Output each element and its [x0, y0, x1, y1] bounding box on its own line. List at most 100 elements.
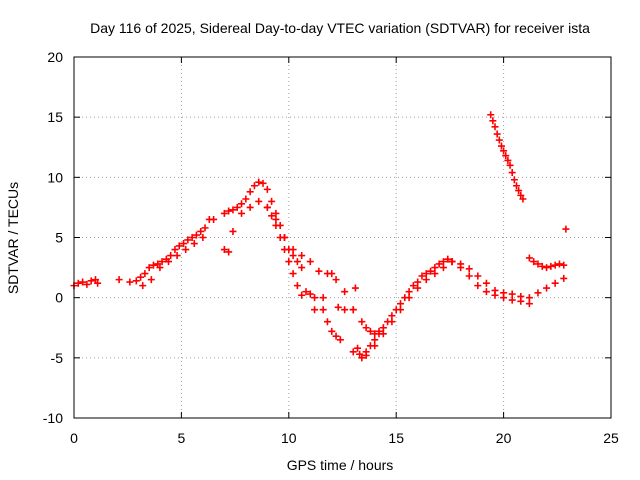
- data-point: [510, 176, 518, 184]
- y-tick-label: 0: [55, 290, 63, 306]
- data-point: [418, 272, 426, 280]
- data-point: [311, 294, 319, 302]
- data-point: [94, 279, 102, 287]
- ticks-layer: 0 5 10 15 20 25 -10 -5 0 5 10 15 20: [43, 49, 619, 446]
- data-point: [233, 203, 241, 211]
- data-point: [332, 332, 340, 340]
- data-point: [259, 179, 267, 187]
- data-point: [334, 303, 342, 311]
- data-point: [289, 270, 297, 278]
- x-axis-label: GPS time / hours: [287, 457, 394, 473]
- data-point: [508, 169, 516, 177]
- data-point: [289, 252, 297, 260]
- series-late-branch-b: [448, 258, 568, 302]
- data-point: [448, 258, 456, 266]
- data-point: [182, 246, 190, 254]
- data-point: [238, 209, 246, 217]
- data-point: [349, 306, 357, 314]
- data-point: [519, 195, 527, 203]
- data-point: [132, 277, 140, 285]
- data-point: [405, 294, 413, 302]
- data-point: [465, 265, 473, 273]
- data-point: [525, 254, 533, 262]
- data-point: [396, 306, 404, 314]
- data-point: [482, 279, 490, 287]
- points-layer: [70, 111, 570, 362]
- data-point: [341, 288, 349, 296]
- data-point: [83, 280, 91, 288]
- data-point: [115, 276, 123, 284]
- data-point: [250, 182, 258, 190]
- data-point: [205, 215, 213, 223]
- data-point: [379, 330, 387, 338]
- series-isolated: [205, 215, 364, 358]
- data-point: [220, 209, 228, 217]
- data-point: [319, 306, 327, 314]
- data-point: [199, 234, 207, 241]
- data-point: [371, 342, 379, 350]
- data-point: [242, 195, 250, 203]
- data-point: [405, 288, 413, 296]
- data-point: [180, 240, 188, 248]
- data-point: [508, 296, 516, 304]
- data-point: [543, 284, 551, 292]
- data-point: [465, 272, 473, 280]
- data-point: [379, 324, 387, 332]
- data-point: [474, 282, 482, 290]
- data-point: [555, 260, 563, 268]
- data-point: [534, 260, 542, 268]
- data-point: [474, 272, 482, 280]
- data-point: [141, 270, 149, 278]
- data-point: [431, 264, 439, 272]
- x-tick-label: 20: [496, 430, 512, 446]
- data-point: [332, 276, 340, 284]
- data-point: [349, 348, 357, 356]
- data-point: [293, 282, 301, 290]
- data-point: [229, 206, 237, 214]
- data-point: [272, 215, 280, 223]
- data-point: [414, 278, 422, 286]
- data-point: [272, 221, 280, 229]
- data-point: [229, 227, 237, 235]
- data-point: [298, 264, 306, 272]
- data-point: [272, 209, 280, 217]
- data-point: [91, 276, 99, 284]
- data-point: [491, 286, 499, 294]
- data-point: [422, 270, 430, 278]
- data-point: [263, 185, 271, 193]
- data-point: [500, 147, 508, 155]
- data-point: [171, 246, 179, 254]
- y-tick-label: 20: [47, 49, 63, 65]
- grid-layer: [74, 57, 611, 418]
- data-point: [508, 290, 516, 298]
- y-tick-label: 15: [47, 109, 63, 125]
- data-point: [246, 203, 254, 211]
- data-point: [298, 252, 306, 260]
- data-point: [139, 282, 147, 290]
- data-point: [362, 351, 370, 359]
- data-point: [302, 288, 310, 296]
- data-point: [201, 224, 209, 232]
- data-point: [547, 262, 555, 270]
- x-tick-label: 15: [388, 430, 404, 446]
- x-tick-label: 25: [603, 430, 619, 446]
- data-point: [311, 306, 319, 314]
- data-point: [197, 227, 205, 235]
- data-point: [328, 270, 336, 278]
- data-point: [319, 294, 327, 302]
- data-point: [192, 231, 200, 239]
- data-point: [158, 258, 166, 266]
- data-point: [487, 111, 495, 119]
- data-point: [167, 252, 175, 260]
- data-point: [491, 123, 499, 131]
- data-point: [137, 273, 145, 281]
- data-point: [263, 203, 271, 211]
- data-point: [356, 350, 364, 358]
- data-point: [298, 291, 306, 299]
- data-point: [409, 282, 417, 290]
- data-point: [255, 178, 263, 186]
- chart-title: Day 116 of 2025, Sidereal Day-to-day VTE…: [90, 20, 590, 36]
- data-point: [371, 330, 379, 338]
- data-point: [538, 262, 546, 270]
- series-late-upper: [525, 225, 570, 272]
